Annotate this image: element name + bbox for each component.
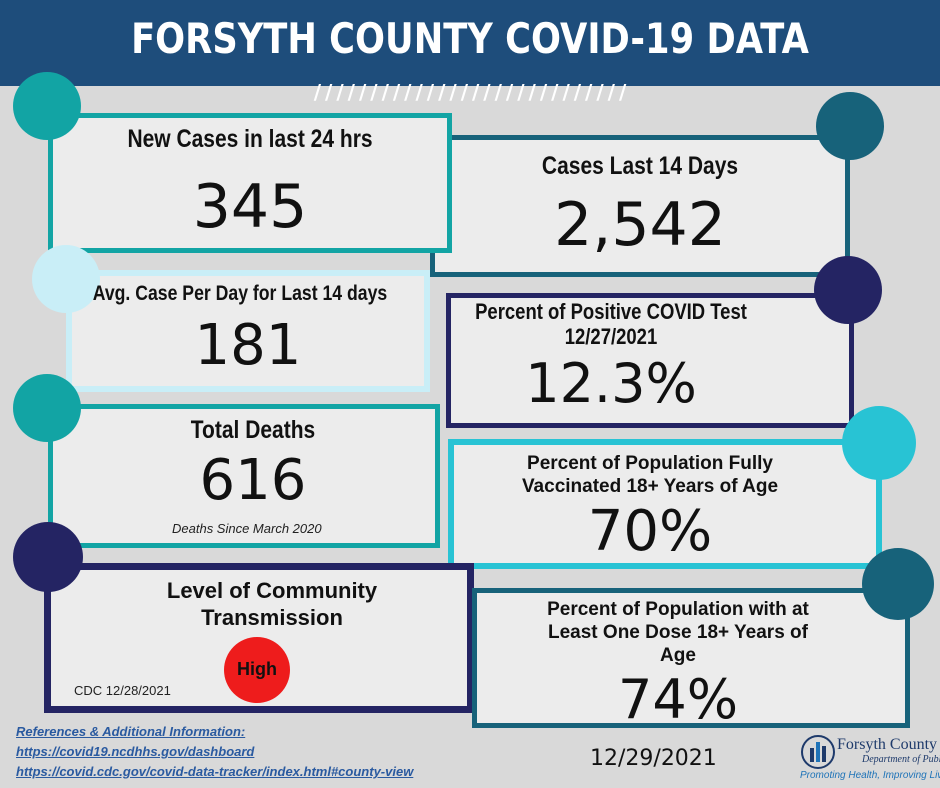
decorative-circle	[842, 406, 916, 480]
decorative-circle	[862, 548, 934, 620]
one-dose-heading: Percent of Population with at	[547, 599, 809, 620]
card-cases-14-days	[430, 135, 850, 277]
transmission-heading: Level of Community	[166, 578, 378, 603]
decorative-circle	[13, 522, 83, 592]
fully-vaccinated-value: 70%	[587, 499, 713, 564]
logo-name: Forsyth County	[837, 736, 938, 753]
new-cases-heading: New Cases in last 24 hrs	[127, 125, 373, 153]
positive-test-value: 12.3%	[525, 352, 697, 415]
fully-vaccinated-heading-line2: Vaccinated 18+ Years of Age	[521, 476, 779, 497]
cases-14-value: 2,542	[554, 190, 726, 260]
page-title: FORSYTH COUNTY COVID-19 DATA	[131, 14, 809, 63]
total-deaths-value: 616	[199, 448, 307, 513]
fully-vaccinated-heading: Percent of Population Fully	[527, 453, 773, 474]
one-dose-heading-line2: Least One Dose 18+ Years of	[548, 622, 808, 643]
decorative-circle	[13, 72, 81, 140]
card-total-deaths	[48, 404, 440, 548]
positive-test-heading: Percent of Positive COVID Test	[475, 299, 747, 324]
card-positive-test	[446, 293, 854, 428]
title-banner	[0, 0, 940, 86]
decorative-stripes: ////////////////////////////	[313, 80, 631, 104]
decorative-circle	[816, 92, 884, 160]
transmission-level-text: High	[237, 659, 277, 679]
card-fully-vaccinated	[448, 439, 882, 569]
card-new-cases	[48, 113, 452, 253]
transmission-heading-line2: Transmission	[201, 605, 343, 630]
transmission-level-badge	[224, 637, 290, 703]
total-deaths-heading: Total Deaths	[190, 416, 316, 444]
total-deaths-note: Deaths Since March 2020	[172, 521, 322, 536]
decorative-circle	[13, 374, 81, 442]
cases-14-heading: Cases Last 14 Days	[541, 152, 739, 180]
forsyth-county-logo: Forsyth County Department of Public Heal…	[800, 734, 940, 784]
one-dose-value: 74%	[617, 668, 739, 731]
one-dose-heading-line3: Age	[660, 645, 696, 666]
references-title: References & Additional Information:	[16, 724, 246, 739]
report-date: 12/29/2021	[590, 746, 717, 771]
health-department-emblem-icon	[801, 735, 835, 769]
avg-cases-value: 181	[194, 313, 302, 378]
card-avg-cases	[66, 270, 430, 392]
decorative-circle	[814, 256, 882, 324]
reference-link-cdc[interactable]: https://covid.cdc.gov/covid-data-tracker…	[16, 764, 414, 779]
logo-tagline: Promoting Health, Improving Lives	[800, 770, 940, 781]
new-cases-value: 345	[192, 172, 308, 242]
card-one-dose	[472, 588, 910, 728]
transmission-source: CDC 12/28/2021	[74, 683, 171, 698]
positive-test-date: 12/27/2021	[564, 324, 658, 349]
logo-department: Department of Public Health	[862, 754, 940, 765]
decorative-circle	[32, 245, 100, 313]
avg-cases-heading: Avg. Case Per Day for Last 14 days	[92, 282, 388, 305]
reference-link-ncdhhs[interactable]: https://covid19.ncdhhs.gov/dashboard	[16, 744, 255, 759]
